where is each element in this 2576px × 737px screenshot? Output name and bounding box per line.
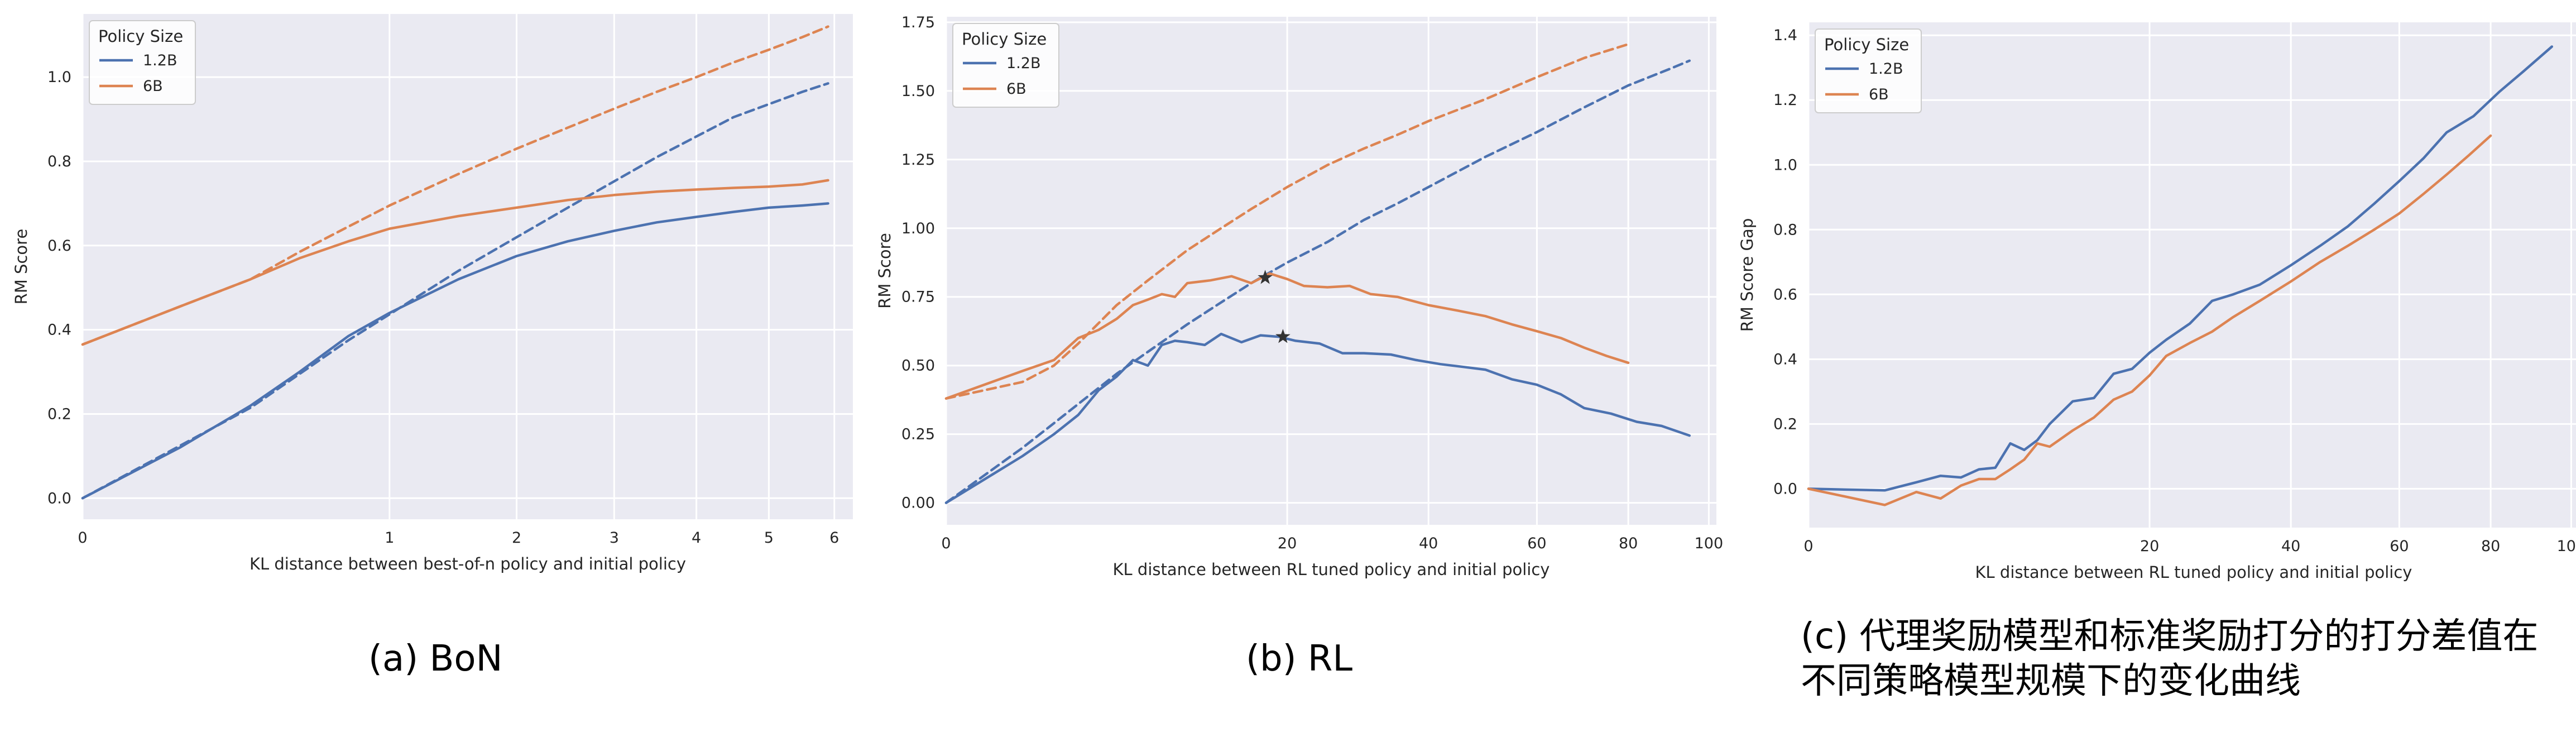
legend-box	[952, 23, 1059, 108]
x-tick-label: 100	[1695, 535, 1724, 552]
x-tick-label: 100	[2557, 538, 2576, 555]
series-line-1-2b-dashed	[944, 59, 1691, 504]
legend-title: Policy Size	[98, 27, 183, 46]
y-tick-label: 0.00	[901, 495, 935, 512]
x-tick-label: 0	[941, 535, 951, 552]
chart-panel-rl: 0.00 0.25 0.50 0.75 1.00 1.25 1.50 1.75 0 20 40 60 8…	[875, 14, 1723, 579]
y-tick-label: 0.6	[1773, 286, 1797, 303]
series-line-1-2b-solid	[1807, 45, 2554, 492]
caption-rl: (b) RL	[1246, 638, 1353, 679]
y-tick-label: 0.8	[1773, 221, 1797, 238]
y-axis-label: RM Score	[12, 229, 31, 305]
x-tick-label: 4	[692, 529, 701, 547]
legend-box	[89, 20, 196, 105]
caption-gap: (c) 代理奖励模型和标准奖励打分的打分差值在不同策略模型规模下的变化曲线	[1801, 616, 2539, 702]
x-tick-label: 0	[78, 529, 87, 547]
y-axis-label: RM Score	[875, 233, 894, 309]
legend-entry: 1.2B	[1006, 55, 1040, 72]
y-tick-label: 0.4	[47, 322, 71, 339]
x-tick-label: 2	[512, 529, 521, 547]
y-tick-label: 1.75	[901, 14, 935, 31]
legend-title: Policy Size	[962, 30, 1047, 49]
y-tick-label: 0.2	[1773, 415, 1797, 433]
series-line-6b-solid	[944, 272, 1630, 400]
star-marker	[1275, 329, 1291, 343]
x-tick-label: 60	[2390, 538, 2409, 555]
legend-box	[1815, 28, 1922, 113]
x-axis-label: KL distance between best-of-n policy and…	[250, 554, 686, 573]
x-tick-label: 5	[764, 529, 774, 547]
x-tick-label: 60	[1527, 535, 1546, 552]
y-tick-label: 1.25	[901, 151, 935, 169]
series-line-6b-dashed	[944, 42, 1630, 400]
x-tick-label: 80	[1619, 535, 1638, 552]
y-tick-label: 1.0	[47, 69, 71, 86]
x-tick-label: 1	[385, 529, 394, 547]
y-tick-label: 0.6	[47, 237, 71, 255]
legend-entry: 6B	[1869, 86, 1889, 103]
x-tick-label: 20	[1278, 535, 1297, 552]
y-tick-label: 1.0	[1773, 156, 1797, 174]
y-tick-label: 1.00	[901, 220, 935, 237]
y-tick-label: 0.75	[901, 289, 935, 306]
y-tick-label: 0.0	[1773, 480, 1797, 497]
y-tick-label: 1.4	[1773, 27, 1797, 44]
legend-entry: 1.2B	[1869, 60, 1903, 78]
x-tick-label: 80	[2481, 538, 2500, 555]
y-axis-label: RM Score Gap	[1738, 218, 1757, 332]
series-line-1-2b-dashed	[81, 82, 829, 500]
y-tick-label: 0.50	[901, 357, 935, 375]
x-tick-label: 20	[2140, 538, 2159, 555]
y-tick-label: 0.0	[47, 490, 71, 507]
series-line-6b-solid	[81, 179, 829, 346]
plot-background	[946, 17, 1716, 525]
plot-background	[1809, 22, 2576, 528]
y-tick-label: 0.2	[47, 405, 71, 423]
legend-title: Policy Size	[1824, 35, 1909, 54]
legend-entry: 6B	[143, 78, 163, 95]
y-tick-label: 1.2	[1773, 92, 1797, 109]
x-tick-label: 3	[610, 529, 619, 547]
chart-panel-gap: 0.0 0.2 0.4 0.6 0.8 1.0 1.2 1.4 0 20 40 60 80 100 KL d…	[1738, 22, 2576, 582]
series-line-1-2b-solid	[81, 202, 829, 500]
x-tick-label: 40	[1419, 535, 1438, 552]
series-line-6b-dashed	[81, 25, 829, 346]
chart-panel-bon: 0.0 0.2 0.4 0.6 0.8 1.0 0 1 2 3 4 5 6 KL distance bet…	[12, 14, 853, 573]
y-tick-label: 1.50	[901, 83, 935, 100]
caption-bon: (a) BoN	[368, 638, 503, 679]
series-line-1-2b-solid	[944, 332, 1691, 504]
y-tick-label: 0.4	[1773, 351, 1797, 368]
x-tick-label: 6	[829, 529, 839, 547]
series-line-6b-solid	[1807, 134, 2492, 506]
x-axis-label: KL distance between RL tuned policy and …	[1113, 560, 1550, 579]
x-tick-label: 0	[1803, 538, 1813, 555]
legend-entry: 6B	[1006, 80, 1026, 98]
legend-entry: 1.2B	[143, 52, 177, 69]
y-tick-label: 0.25	[901, 426, 935, 443]
x-tick-label: 40	[2281, 538, 2300, 555]
y-tick-label: 0.8	[47, 153, 71, 170]
star-marker	[1258, 270, 1273, 284]
x-axis-label: KL distance between RL tuned policy and …	[1975, 563, 2412, 582]
